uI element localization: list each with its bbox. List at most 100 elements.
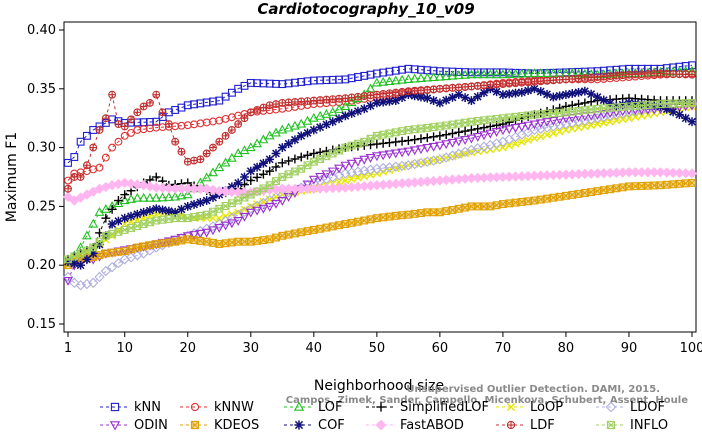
data-point [574, 74, 583, 83]
legend-label: INFLO [630, 418, 668, 433]
data-point [555, 103, 565, 113]
data-point [542, 118, 552, 128]
data-point [454, 83, 463, 92]
data-point [511, 88, 520, 98]
data-point [505, 141, 514, 150]
data-point [189, 200, 199, 209]
legend-marker [190, 402, 200, 412]
data-point [453, 137, 464, 147]
data-point [504, 89, 514, 99]
data-point [114, 196, 123, 205]
data-point [504, 117, 514, 127]
data-point [499, 143, 507, 152]
data-point [152, 90, 161, 99]
data-point [423, 208, 432, 217]
data-point [441, 130, 451, 140]
data-point [277, 158, 287, 168]
data-point [144, 181, 156, 192]
data-point [108, 143, 117, 152]
data-point [606, 117, 614, 126]
data-point [132, 179, 143, 190]
data-point [397, 136, 407, 146]
data-point [442, 84, 451, 93]
legend-label: LDF [530, 418, 555, 433]
data-point [504, 69, 515, 79]
data-point [637, 111, 646, 120]
data-point [234, 208, 243, 217]
data-point [410, 86, 419, 95]
data-point [341, 94, 350, 103]
data-point [391, 88, 400, 97]
data-point [466, 69, 477, 79]
data-point [89, 243, 98, 252]
data-point [479, 69, 489, 79]
data-point [195, 198, 205, 207]
data-point [202, 149, 211, 158]
data-point [265, 181, 274, 190]
data-point [448, 129, 457, 138]
data-point [101, 213, 111, 223]
data-point [226, 186, 238, 198]
data-point [265, 101, 274, 110]
data-point [398, 211, 407, 220]
data-point [372, 90, 381, 99]
data-point [643, 101, 652, 109]
data-point [378, 138, 388, 148]
data-point [234, 120, 243, 129]
data-point [226, 219, 237, 229]
series-markers-cof [63, 84, 697, 270]
data-point [548, 117, 559, 126]
data-point [315, 110, 326, 120]
data-point [290, 135, 300, 145]
data-point [258, 169, 268, 179]
data-point [479, 131, 489, 141]
data-point [246, 166, 256, 176]
data-point [466, 96, 476, 105]
data-point [127, 115, 135, 124]
data-point [209, 214, 217, 223]
data-point [505, 199, 514, 208]
data-point [334, 164, 344, 174]
x-tick-label: 1 [64, 341, 72, 356]
data-point [151, 204, 161, 214]
data-point [561, 90, 571, 100]
data-point [580, 189, 589, 197]
data-point [183, 157, 192, 166]
data-point [606, 103, 615, 112]
data-point [435, 131, 445, 141]
data-point [328, 95, 337, 104]
data-point [586, 97, 596, 107]
data-point [335, 178, 343, 187]
data-point [486, 81, 495, 89]
data-point [497, 69, 508, 79]
data-point [201, 183, 212, 194]
data-point [252, 172, 262, 182]
data-point [384, 150, 395, 160]
legend-item-lof: LOF [284, 400, 343, 415]
data-point [460, 136, 471, 145]
data-point [416, 134, 426, 144]
data-point [530, 77, 539, 86]
data-point [524, 78, 533, 87]
data-point [182, 189, 193, 199]
legend-marker [605, 401, 617, 413]
data-point [290, 154, 300, 164]
data-point [234, 196, 243, 205]
data-point [88, 277, 99, 289]
data-point [447, 138, 458, 148]
data-point [448, 83, 457, 92]
legend-marker [506, 402, 516, 412]
data-point [497, 126, 508, 136]
data-point [410, 135, 420, 145]
data-point [378, 151, 389, 161]
data-point [246, 202, 255, 211]
data-point [498, 200, 507, 208]
data-point [221, 131, 230, 140]
data-point [196, 155, 205, 164]
data-point [505, 79, 514, 88]
data-point [530, 134, 539, 143]
data-point [454, 127, 464, 137]
data-point [271, 149, 281, 158]
data-point [397, 148, 407, 158]
data-point [189, 231, 199, 240]
